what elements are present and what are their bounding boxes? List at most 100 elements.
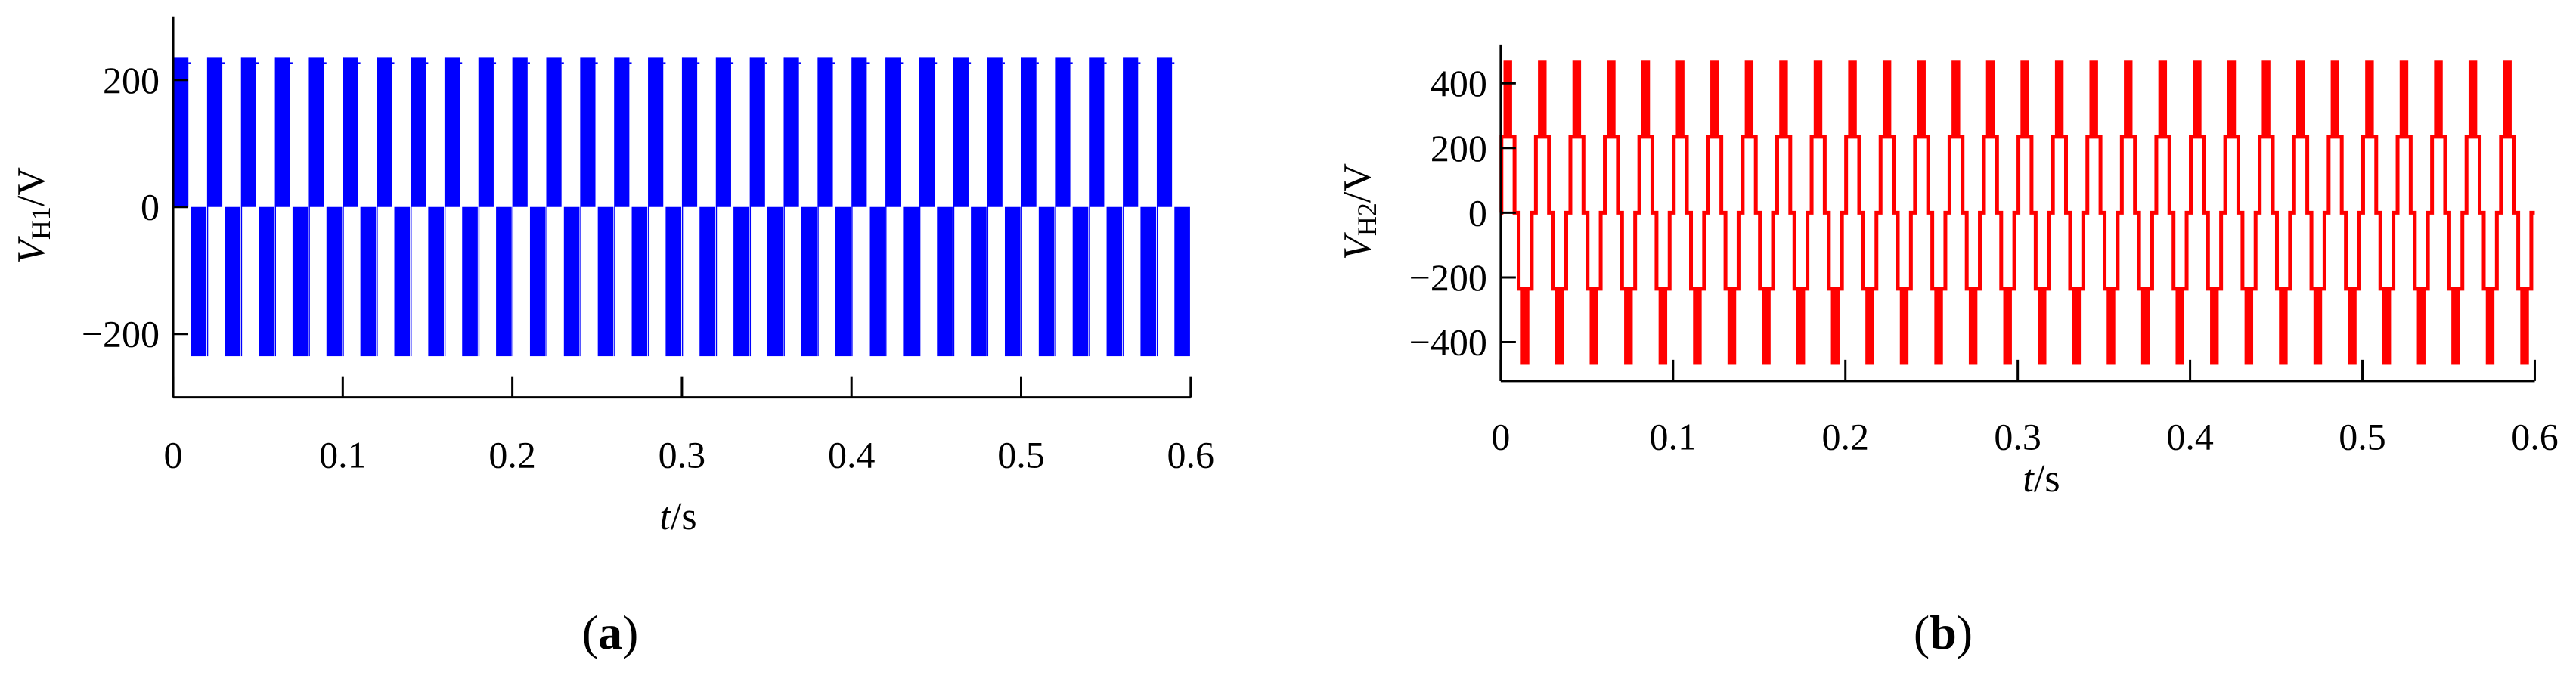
chart-a-switching-band bbox=[1172, 62, 1175, 64]
chart-b-xlabel: t/s bbox=[2023, 457, 2060, 501]
chart-b-pulse-outer-positive bbox=[1710, 60, 1719, 137]
chart-b-pulse-outer-negative bbox=[1624, 288, 1633, 365]
chart-b-ticks: 0 0.1 0.2 0.3 0.4 0.5 0.6 −400 −200 0 200 400 bbox=[1409, 62, 2559, 457]
chart-a-pulse-negative bbox=[1072, 206, 1089, 357]
chart-a-pulse-negative bbox=[597, 206, 614, 357]
chart-a-switching-band bbox=[392, 62, 395, 64]
chart-a-switching-band bbox=[730, 62, 734, 64]
chart-a-pulse-negative bbox=[259, 206, 274, 357]
chart-b-x-tick-label: 0.4 bbox=[2166, 415, 2214, 457]
chart-b-pulse-outer-negative bbox=[1899, 288, 1909, 365]
chart-a-pulse-negative bbox=[767, 206, 783, 357]
chart-b-pulse-outer-positive bbox=[2020, 60, 2029, 137]
chart-a-switching-band bbox=[1036, 62, 1039, 64]
chart-a-pulse-negative bbox=[937, 206, 953, 357]
chart-b-pulse-outer-positive bbox=[1951, 60, 1961, 137]
chart-b-pulse-outer-negative bbox=[1693, 288, 1702, 365]
chart-a-pulse-positive bbox=[1021, 57, 1037, 207]
chart-a-pulse-negative bbox=[360, 206, 377, 357]
chart-a-switching-band bbox=[1021, 57, 1022, 357]
chart-a-pulse-negative bbox=[699, 206, 715, 357]
chart-a-pulse-negative bbox=[1140, 206, 1157, 357]
chart-a-pulse-positive bbox=[581, 57, 596, 207]
chart-a-pulse-negative bbox=[428, 206, 445, 357]
chart-a-x-tick-label: 0.2 bbox=[488, 433, 536, 476]
chart-a-switching-band bbox=[188, 62, 191, 64]
chart-b-pulse-outer-positive bbox=[2434, 60, 2443, 137]
chart-b-x-tick-label: 0.6 bbox=[2511, 415, 2559, 457]
chart-a-switching-band bbox=[798, 62, 801, 64]
chart-a-pulse-positive bbox=[852, 57, 867, 207]
chart-b-pulse-outer-positive bbox=[2158, 60, 2168, 137]
chart-a-switching-band bbox=[206, 57, 209, 357]
chart-a-pulse-negative bbox=[326, 206, 343, 357]
chart-a-pulse-negative bbox=[665, 206, 682, 357]
chart-b-pulse-outer-positive bbox=[1675, 60, 1685, 137]
chart-a-switching-band bbox=[614, 57, 615, 357]
chart-a-switching-band bbox=[1089, 57, 1090, 357]
chart-a-pulse-negative bbox=[835, 206, 851, 357]
chart-a-pulse-positive bbox=[513, 57, 528, 207]
chart-b-pulse-outer-negative bbox=[2072, 288, 2082, 365]
chart-a-pulse-positive bbox=[919, 57, 935, 207]
chart-a-ticks: 0 0.1 0.2 0.3 0.4 0.5 0.6 −200 0 200 bbox=[82, 59, 1214, 476]
chart-a-switching-band bbox=[240, 57, 243, 357]
chart-b: 0 0.1 0.2 0.3 0.4 0.5 0.6 −400 −200 0 200 400 VH2/V… bbox=[1336, 44, 2559, 659]
chart-a-switching-band bbox=[546, 57, 547, 357]
chart-a-switching-band bbox=[1123, 57, 1124, 357]
chart-a-pulse-positive bbox=[343, 57, 358, 207]
chart-b-pulse-outer-negative bbox=[1968, 288, 1978, 365]
chart-b-pulse-outer-negative bbox=[1589, 288, 1598, 365]
chart-a-pulse-positive bbox=[750, 57, 765, 207]
chart-a-switching-band bbox=[1156, 57, 1158, 357]
chart-a-pulse-positive bbox=[1123, 57, 1139, 207]
chart-a-pulse-negative bbox=[462, 206, 478, 357]
chart-a-switching-band bbox=[851, 57, 853, 357]
chart-b-pulse-outer-positive bbox=[1641, 60, 1651, 137]
chart-a-pulse-positive bbox=[953, 57, 969, 207]
chart-a-switching-band bbox=[817, 57, 819, 357]
chart-b-pulse-outer-negative bbox=[2348, 288, 2357, 365]
chart-b-pulse-outer-negative bbox=[2279, 288, 2288, 365]
chart-a-switching-band bbox=[697, 62, 700, 64]
chart-a-pulse-negative bbox=[631, 206, 648, 357]
chart-a-switching-band bbox=[1070, 62, 1073, 64]
chart-a-switching-band bbox=[1055, 57, 1056, 357]
chart-a-switching-band bbox=[987, 57, 989, 357]
chart-b-pulse-outer-positive bbox=[1538, 60, 1547, 137]
chart-a-x-tick-label: 0.1 bbox=[319, 433, 367, 476]
chart-b-pulse-outer-positive bbox=[1985, 60, 1995, 137]
chart-a-pulse-positive bbox=[818, 57, 833, 207]
chart-b-pulse-outer-negative bbox=[1520, 288, 1530, 365]
chart-b-pulse-outer-negative bbox=[1830, 288, 1840, 365]
chart-b-x-tick-label: 0.2 bbox=[1821, 415, 1869, 457]
chart-b-pulse-outer-positive bbox=[1882, 60, 1892, 137]
chart-b-pulse-outer-negative bbox=[2520, 288, 2529, 365]
chart-b-pulse-outer-negative bbox=[1796, 288, 1806, 365]
chart-b-pulse-outer-negative bbox=[2210, 288, 2219, 365]
chart-a-switching-band bbox=[648, 57, 649, 357]
chart-a-pulse-positive bbox=[784, 57, 799, 207]
chart-a-switching-band bbox=[493, 62, 497, 64]
chart-a-pulse-positive bbox=[275, 57, 290, 207]
chart-a-pulse-positive bbox=[987, 57, 1003, 207]
chart-b-pulse-outer-positive bbox=[1813, 60, 1823, 137]
chart-a-switching-band bbox=[426, 62, 429, 64]
chart-b-pulse-outer-positive bbox=[1607, 60, 1616, 137]
chart-b-pulse-outer-negative bbox=[2003, 288, 2012, 365]
chart-a-x-tick-label: 0.3 bbox=[659, 433, 706, 476]
chart-a-switching-band bbox=[681, 57, 684, 357]
chart-a-switching-band bbox=[358, 62, 361, 64]
chart-a-pulse-negative bbox=[1174, 206, 1190, 357]
chart-b-y-tick-label: −200 bbox=[1409, 256, 1487, 299]
chart-b-y-tick-label: 400 bbox=[1431, 62, 1487, 104]
chart-b-pulse-outer-negative bbox=[2451, 288, 2460, 365]
chart-b-y-tick-label: 200 bbox=[1431, 127, 1487, 169]
chart-a-pulse-negative bbox=[225, 206, 240, 357]
chart-a-switching-band bbox=[580, 57, 581, 357]
chart-b-pulse-outer-positive bbox=[2227, 60, 2237, 137]
chart-a-ylabel: VH1/V bbox=[10, 167, 56, 264]
chart-a-switching-band bbox=[595, 62, 598, 64]
chart-b-pulse-outer-positive bbox=[2503, 60, 2512, 137]
